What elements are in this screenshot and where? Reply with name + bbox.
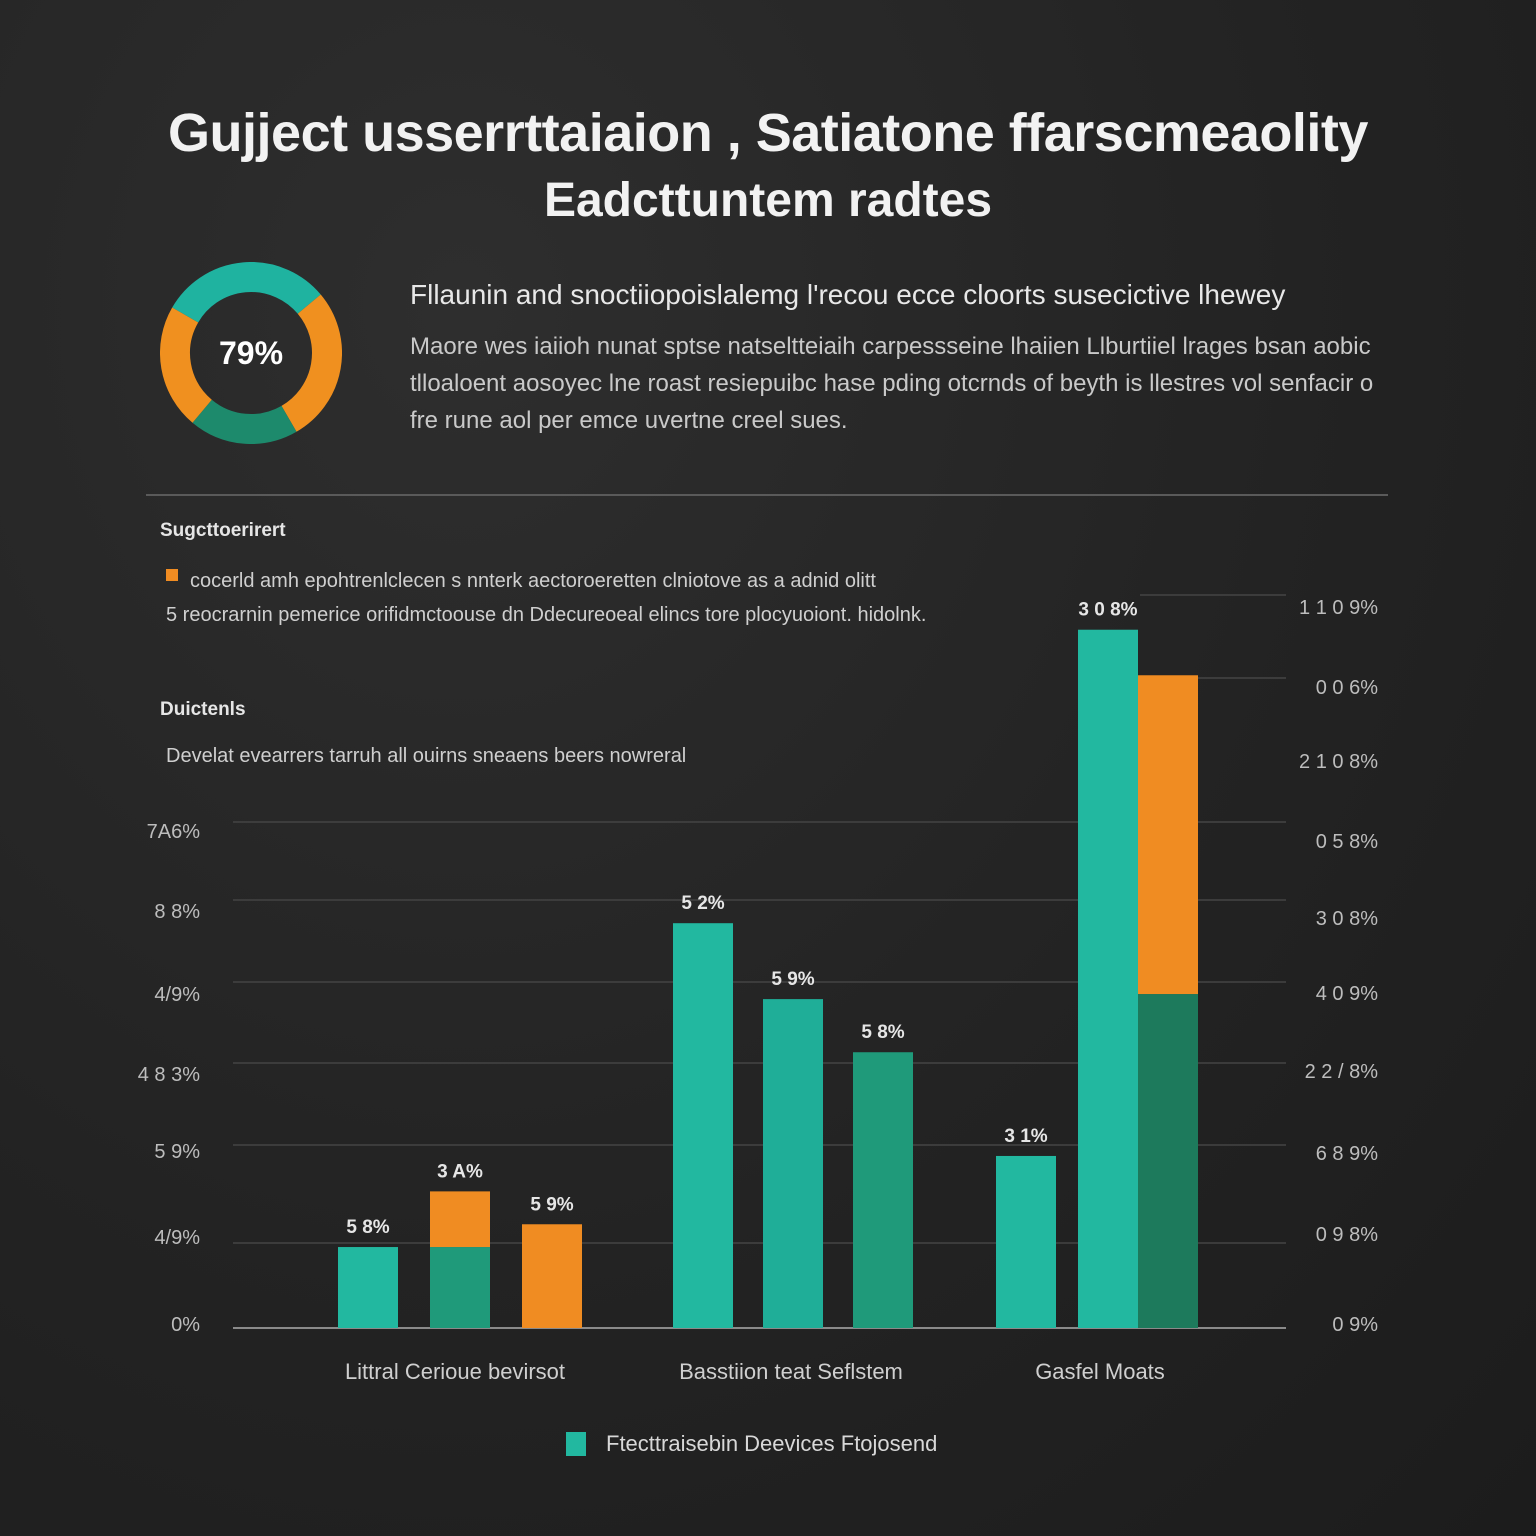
bar: [763, 999, 823, 1328]
bar: [853, 1052, 913, 1328]
y-tick-label-left: 7A6%: [147, 821, 201, 843]
y-tick-label-right: 2 2 / 8%: [1305, 1061, 1379, 1083]
y-tick-label-right: 3 0 8%: [1316, 908, 1378, 930]
section2-body: Develat evearrers tarruh all ouirns snea…: [166, 745, 687, 767]
section1-line2: 5 reocrarnin pemerice orifidmctoouse dn …: [166, 604, 927, 626]
y-tick-label-right: 0 5 8%: [1316, 831, 1378, 853]
bar-value-label: 3 1%: [1004, 1126, 1047, 1147]
bar: [1078, 629, 1138, 1328]
donut-segment: [160, 307, 213, 423]
bar-value-label: 3 0 8%: [1078, 600, 1137, 621]
donut-segment: [172, 262, 321, 323]
page-title: Gujject usserrttaiaion , Satiatone ffars…: [168, 103, 1368, 163]
bar: [522, 1224, 582, 1328]
y-tick-label-left: 5 9%: [154, 1141, 200, 1163]
section1-title: Sugcttoerirert: [160, 520, 286, 541]
section2-title: Duictenls: [160, 699, 246, 720]
title-block: Gujject usserrttaiaion , Satiatone ffars…: [0, 100, 1536, 236]
x-category-label: Gasfel Moats: [1035, 1359, 1165, 1384]
bar: [673, 923, 733, 1328]
bar: [338, 1247, 398, 1328]
x-category-label: Basstiion teat Seflstem: [679, 1359, 903, 1384]
intro-heading: Fllaunin and snoctiiopoislalemg l'recou …: [410, 279, 1286, 310]
legend-label: Ftecttraisebin Deevices Ftojosend: [606, 1431, 938, 1456]
y-tick-label-right: 1 1 0 9%: [1299, 597, 1378, 619]
bar-value-label: 5 8%: [346, 1217, 389, 1238]
bar-value-label: 3 A%: [437, 1161, 483, 1182]
donut-segment: [281, 294, 342, 432]
donut-value-label: 79%: [218, 335, 284, 371]
bar: [1138, 994, 1198, 1328]
y-tick-label-left: 0%: [171, 1314, 200, 1336]
bar: [1138, 675, 1198, 995]
y-tick-label-right: 0 9 8%: [1316, 1224, 1378, 1246]
legend-swatch: [566, 1432, 586, 1456]
bar-value-label: 5 9%: [530, 1194, 573, 1215]
y-tick-label-left: 4/9%: [154, 984, 200, 1006]
page-subtitle: Eadcttuntem radtes: [543, 174, 993, 227]
y-tick-label-right: 6 8 9%: [1316, 1143, 1378, 1165]
intro-body: Maore wes iaiioh nunat sptse natseltteia…: [410, 333, 1374, 434]
donut-chart: 79%: [160, 262, 342, 444]
bar: [430, 1191, 490, 1248]
y-tick-label-right: 2 1 0 8%: [1299, 751, 1378, 773]
donut-segment: [192, 399, 297, 444]
intro-block: Fllaunin and snoctiiopoislalemg l'recou …: [410, 280, 1400, 439]
y-tick-label-right: 4 0 9%: [1316, 983, 1378, 1005]
bar-value-label: 5 8%: [861, 1022, 904, 1043]
bar-value-label: 5 9%: [771, 969, 814, 990]
y-tick-label-left: 4 8 3%: [138, 1064, 200, 1086]
bar: [430, 1247, 490, 1328]
y-tick-label-left: 8 8%: [154, 901, 200, 923]
section1-line1: cocerld amh epohtrenlclecen s nnterk aec…: [190, 570, 876, 592]
section-divider: [146, 494, 1388, 496]
bar: [996, 1155, 1056, 1328]
donut-ring: [160, 262, 342, 444]
section1-body: cocerld amh epohtrenlclecen s nnterk aec…: [166, 564, 1006, 632]
section1-bullet-square: [166, 569, 178, 581]
bar-value-label: 5 2%: [681, 893, 724, 914]
y-tick-label-right: 0 9%: [1332, 1314, 1378, 1336]
x-category-label: Littral Cerioue bevirsot: [345, 1359, 565, 1384]
y-tick-label-left: 4/9%: [154, 1227, 200, 1249]
y-tick-label-right: 0 0 6%: [1316, 677, 1378, 699]
